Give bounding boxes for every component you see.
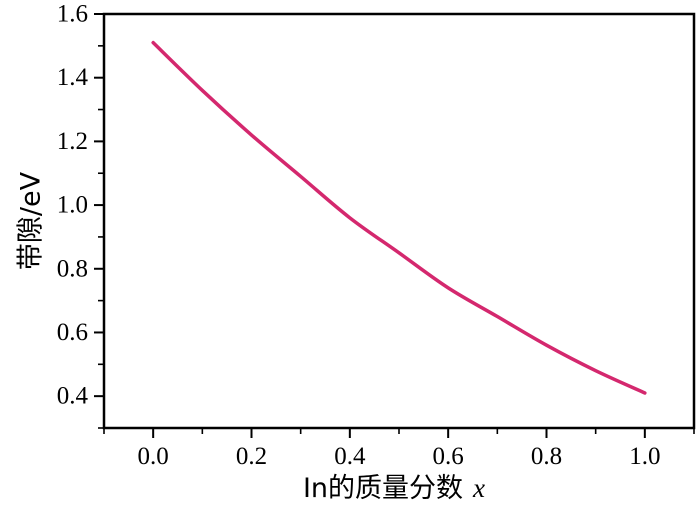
series-line — [151, 40, 647, 395]
y-tick-label: 0.6 — [57, 319, 88, 346]
x-axis-title-text: In的质量分数 — [303, 473, 463, 504]
y-tick-label: 1.0 — [57, 192, 88, 219]
x-tick-label: 0.2 — [236, 443, 267, 470]
x-tick-label: 1.0 — [629, 443, 660, 470]
y-tick-label: 0.8 — [57, 255, 88, 282]
x-axis-title: In的质量分数 x — [303, 473, 485, 504]
y-tick-label: 1.6 — [57, 1, 88, 28]
y-tick-label: 1.4 — [57, 64, 89, 91]
x-tick-label: 0.0 — [138, 443, 169, 470]
x-tick-label: 0.6 — [433, 443, 464, 470]
tick-labels: 0.0 0.2 0.4 0.6 0.8 1.0 0.4 0.6 0.8 1.0 1.2 1.4 1.6 — [57, 1, 661, 471]
y-axis-title: 带隙/eV — [16, 171, 47, 270]
y-tick-label: 1.2 — [57, 128, 88, 155]
plot-frame — [102, 12, 696, 430]
x-axis-title-variable: x — [472, 473, 485, 503]
x-tick-label: 0.8 — [531, 443, 562, 470]
x-tick-label: 0.4 — [334, 443, 366, 470]
series-layer — [151, 40, 647, 395]
y-tick-label: 0.4 — [57, 383, 89, 410]
